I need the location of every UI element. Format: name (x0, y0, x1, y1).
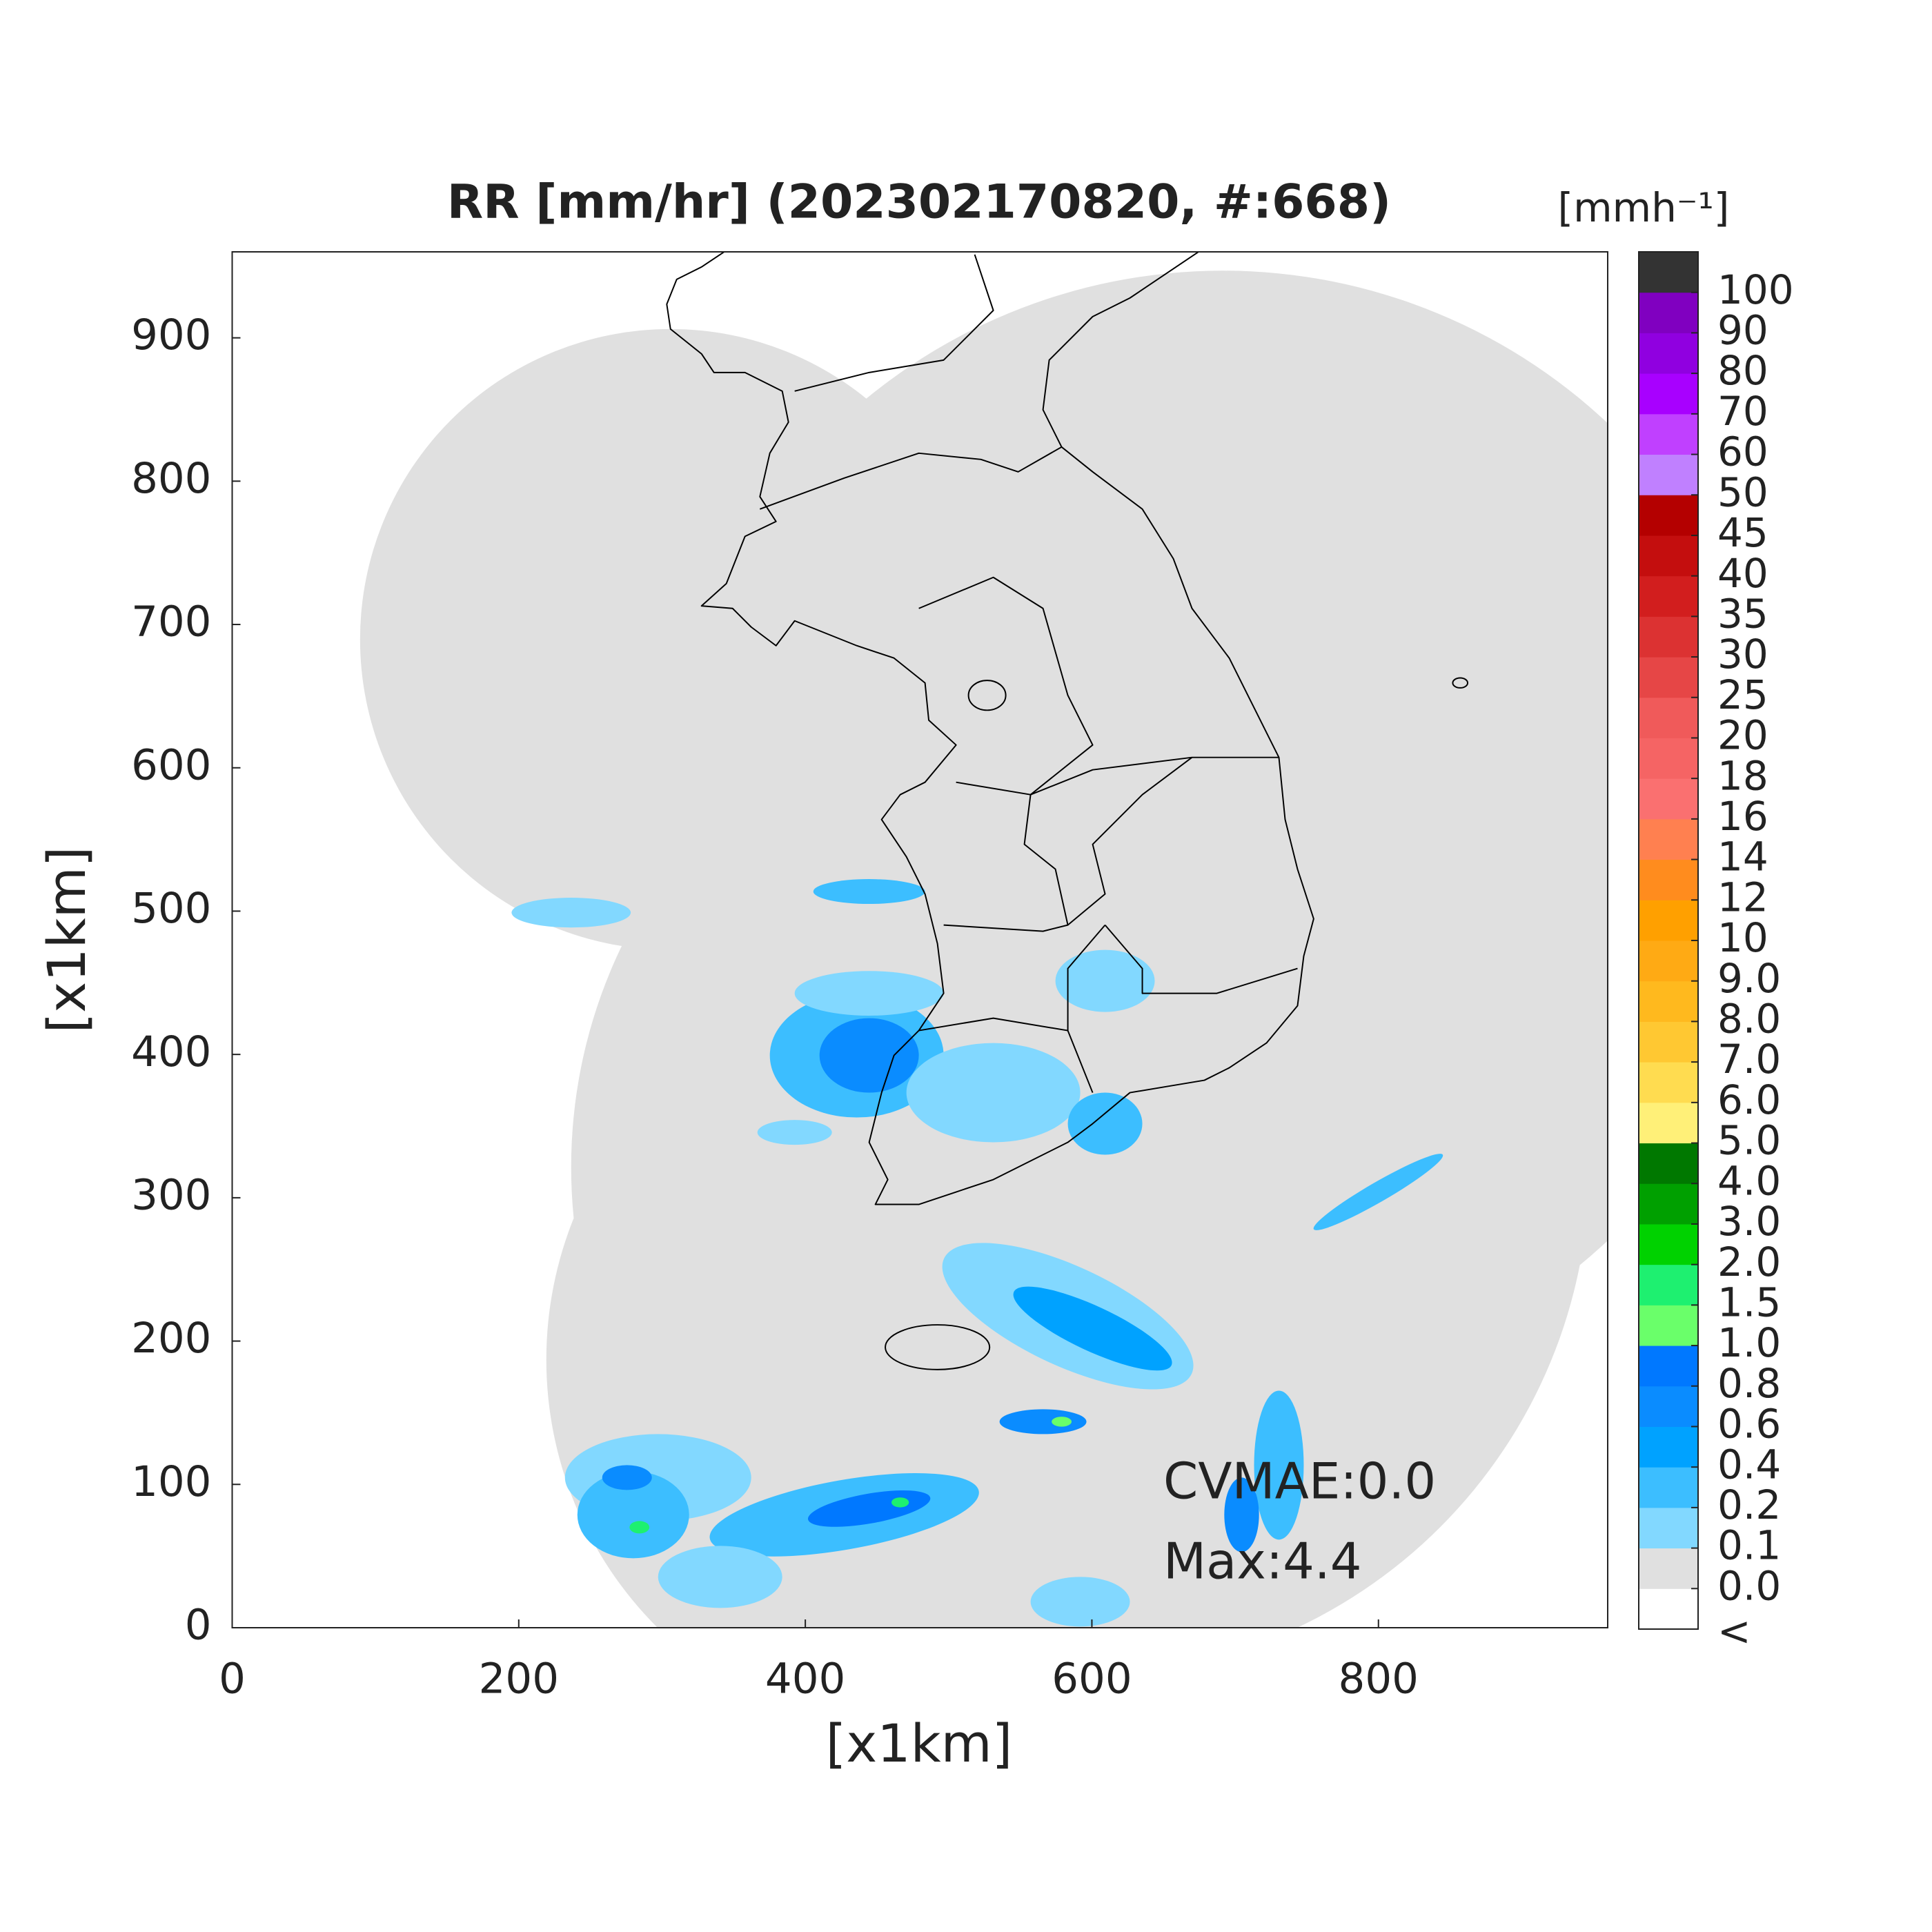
colorbar-segment (1639, 495, 1698, 536)
colorbar-tick-label: 9.0 (1717, 955, 1781, 1002)
colorbar-tick-label: 45 (1717, 509, 1768, 556)
colorbar-segment (1639, 1183, 1698, 1225)
colorbar-tick-label: 30 (1717, 631, 1768, 678)
colorbar-tick-label: 1.0 (1717, 1319, 1781, 1366)
colorbar-segment (1639, 1305, 1698, 1346)
y-tick-label: 400 (131, 1027, 211, 1076)
colorbar-tick-label: 0.6 (1717, 1401, 1781, 1448)
colorbar-segment (1639, 980, 1698, 1022)
colorbar-segment (1639, 818, 1698, 860)
x-tick-label: 200 (479, 1655, 559, 1704)
colorbar-segment (1639, 900, 1698, 941)
colorbar-segment (1639, 333, 1698, 374)
colorbar-tick-label: 0.8 (1717, 1360, 1781, 1407)
colorbar-tick-label: 14 (1717, 834, 1768, 880)
colorbar-segment (1639, 778, 1698, 820)
y-tick-label: 100 (131, 1457, 211, 1506)
colorbar-segment (1639, 1507, 1698, 1549)
colorbar-tick-label: 4.0 (1717, 1157, 1781, 1204)
colorbar-tick-label: 80 (1717, 347, 1768, 394)
y-tick-label: 200 (131, 1314, 211, 1363)
colorbar-tick-label: 60 (1717, 428, 1768, 475)
colorbar-tick-label: 0.0 (1717, 1562, 1781, 1609)
colorbar-segment (1639, 1386, 1698, 1427)
colorbar-tick-label: 12 (1717, 874, 1768, 920)
colorbar-segment (1639, 738, 1698, 779)
x-tick-label: 600 (1052, 1655, 1132, 1704)
colorbar-tick-label: 25 (1717, 671, 1768, 718)
colorbar-tick-label: 7.0 (1717, 1036, 1781, 1083)
x-tick-label: 800 (1339, 1655, 1419, 1704)
colorbar-tick-label: 100 (1717, 266, 1794, 313)
colorbar-tick-label: 2.0 (1717, 1239, 1781, 1285)
colorbar-tick-label: 0.1 (1717, 1522, 1781, 1569)
colorbar-tick-label: 70 (1717, 388, 1768, 435)
colorbar-tick-label: 20 (1717, 712, 1768, 759)
colorbar-tick-label: 3.0 (1717, 1198, 1781, 1245)
y-tick-label: 900 (131, 310, 211, 359)
colorbar-segment (1639, 1467, 1698, 1508)
colorbar-segment (1639, 1143, 1698, 1184)
plot-frame (231, 251, 1608, 1628)
colorbar-segment (1639, 1426, 1698, 1468)
colorbar-tick-label: 35 (1717, 590, 1768, 637)
coastline (666, 251, 1468, 1370)
annotation: Max:4.4 (1163, 1532, 1362, 1590)
colorbar-segment (1639, 292, 1698, 333)
x-tick-label: 0 (219, 1655, 246, 1704)
radar-coverage (359, 270, 1608, 1628)
y-tick-label: 300 (131, 1170, 211, 1219)
colorbar-segment (1639, 697, 1698, 738)
colorbar-segment (1639, 1548, 1698, 1589)
chart-title: RR [mm/hr] (202302170820, #:668) (447, 175, 1391, 230)
colorbar-segment (1639, 1588, 1698, 1630)
colorbar-tick-label: 90 (1717, 307, 1768, 354)
map-layer (359, 251, 1608, 1628)
colorbar-under-label: < (1717, 1608, 1751, 1655)
colorbar-segment (1639, 940, 1698, 982)
annotation: CVMAE:0.0 (1163, 1452, 1436, 1510)
colorbar-segment (1639, 657, 1698, 698)
y-tick-label: 0 (185, 1601, 212, 1650)
colorbar-tick-label: 1.5 (1717, 1279, 1781, 1325)
y-tick-label: 600 (131, 740, 211, 789)
colorbar-tick-label: 16 (1717, 793, 1768, 840)
colorbar-tick-label: 40 (1717, 550, 1768, 597)
colorbar-tick-label: 5.0 (1717, 1117, 1781, 1164)
colorbar-segment (1639, 413, 1698, 455)
colorbar-segment (1639, 859, 1698, 900)
colorbar-segment (1639, 454, 1698, 495)
colorbar-segment (1639, 1062, 1698, 1103)
colorbar-segment (1639, 252, 1698, 293)
echo-patches (511, 879, 1443, 1627)
y-tick-label: 800 (131, 454, 211, 503)
colorbar-segment (1639, 1021, 1698, 1063)
colorbar-segment (1639, 1346, 1698, 1387)
colorbar-segment (1639, 535, 1698, 577)
colorbar-segment (1639, 1102, 1698, 1144)
colorbar-segment (1639, 1223, 1698, 1265)
y-tick-label: 500 (131, 884, 211, 933)
y-tick-label: 700 (131, 598, 211, 647)
colorbar-tick-label: 8.0 (1717, 996, 1781, 1043)
colorbar-segment (1639, 1264, 1698, 1305)
colorbar-segment (1639, 616, 1698, 658)
colorbar-segment (1639, 373, 1698, 415)
colorbar-tick-label: 10 (1717, 914, 1768, 961)
colorbar-tick-label: 0.4 (1717, 1441, 1781, 1488)
colorbar-tick-label: 50 (1717, 469, 1768, 515)
colorbar-tick-label: 18 (1717, 752, 1768, 799)
y-axis-label: [x1km] (36, 847, 97, 1034)
x-tick-label: 400 (765, 1655, 845, 1704)
x-axis-label: [x1km] (826, 1713, 1013, 1774)
colorbar-tick-label: 6.0 (1717, 1076, 1781, 1123)
colorbar-segment (1639, 575, 1698, 617)
colorbar-label: [mmh⁻¹] (1558, 184, 1730, 231)
colorbar-tick-label: 0.2 (1717, 1481, 1781, 1528)
